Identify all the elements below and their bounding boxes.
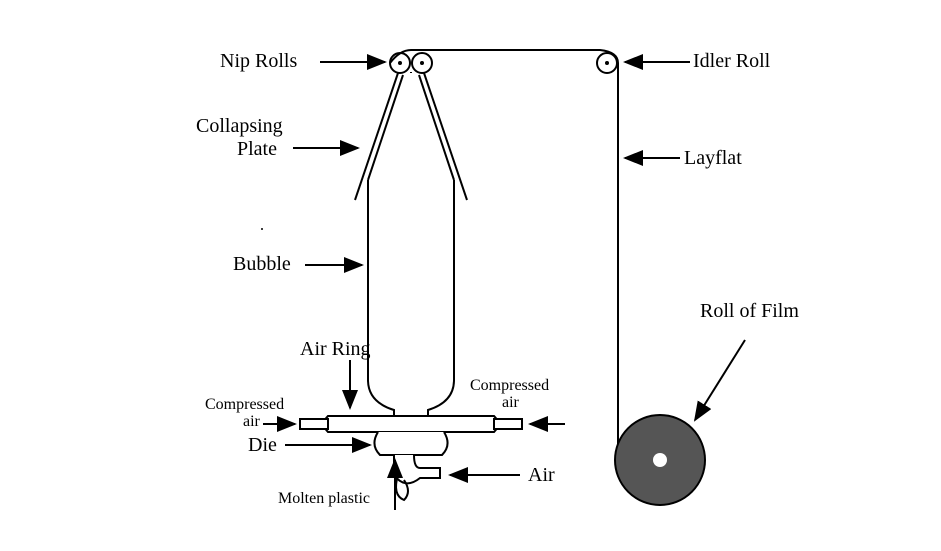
bubble-outline — [368, 180, 454, 420]
label-roll-of-film: Roll of Film — [700, 300, 799, 323]
label-compressed-air-right-2: air — [502, 394, 519, 412]
label-die: Die — [248, 434, 277, 457]
air-ring-shape — [324, 416, 498, 432]
label-air-ring: Air Ring — [300, 338, 371, 361]
label-collapsing-plate-2: Plate — [237, 138, 277, 161]
label-nip-rolls: Nip Rolls — [220, 50, 297, 73]
label-layflat: Layflat — [684, 147, 742, 170]
label-compressed-air-left-1: Compressed — [205, 396, 284, 414]
die-bottom-pipe — [394, 455, 440, 483]
diagram-canvas: Nip Rolls Idler Roll Collapsing Plate La… — [0, 0, 941, 551]
label-compressed-air-right-1: Compressed — [470, 377, 549, 395]
label-compressed-air-left-2: air — [243, 413, 260, 431]
diagram-svg — [0, 0, 941, 551]
compressed-air-left-tube — [300, 419, 328, 429]
arrow-roll-of-film — [695, 340, 745, 420]
die-shape — [374, 432, 447, 455]
label-air: Air — [528, 464, 555, 487]
compressed-air-right-tube — [494, 419, 522, 429]
collapsing-plate-left-outer — [355, 73, 398, 200]
label-bubble: Bubble — [233, 253, 291, 276]
label-molten-plastic: Molten plastic — [278, 490, 370, 508]
label-collapsing-plate-1: Collapsing — [196, 115, 283, 138]
label-idler-roll: Idler Roll — [693, 50, 770, 73]
collapsing-plate-right-outer — [424, 73, 467, 200]
